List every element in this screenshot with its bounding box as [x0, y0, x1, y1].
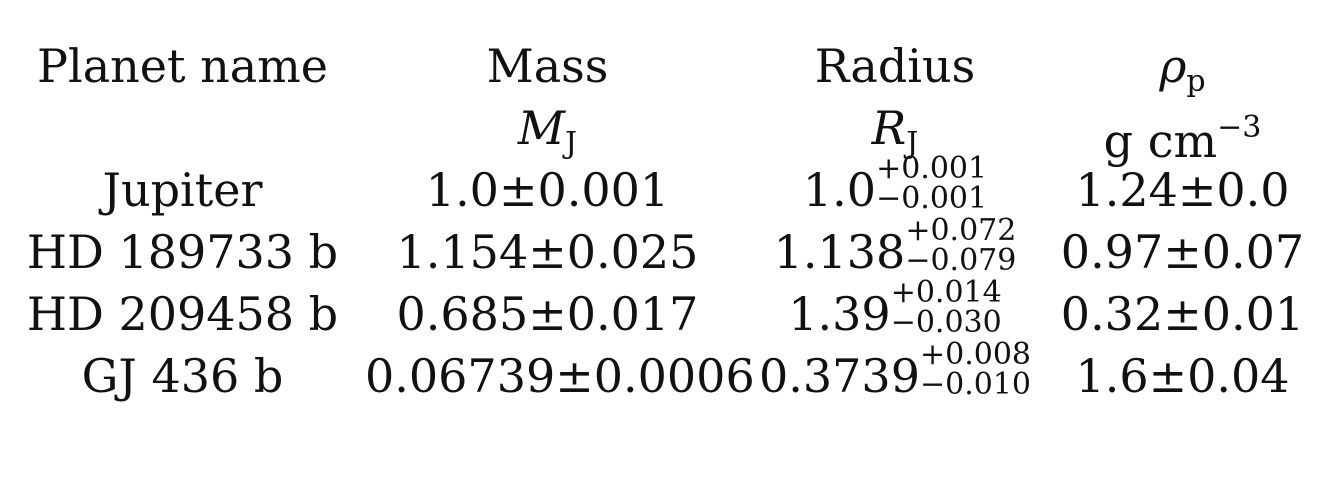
radius-value: 0.3739	[759, 349, 920, 403]
radius-minus-error: −0.030	[890, 305, 1002, 340]
header-planet-name: Planet name	[37, 39, 328, 93]
radius-plus-error: +0.072	[905, 213, 1017, 248]
density-subscript: p	[1186, 64, 1206, 99]
radius-value: 1.138	[773, 225, 906, 279]
unit-density-exponent: −3	[1217, 110, 1262, 145]
table-row: Jupiter 1.0±0.001 1.0 +0.001 −0.001 1.24±0…	[0, 154, 1341, 220]
planet-name: GJ 436 b	[81, 349, 284, 403]
header-mass: Mass	[486, 39, 609, 93]
planet-density: 0.97±0.07	[1060, 225, 1305, 279]
planet-mass: 0.06739±0.0006	[365, 349, 755, 403]
unit-radius-symbol: R	[871, 101, 907, 155]
radius-errors: +0.014 −0.030	[891, 278, 1002, 338]
density-symbol: ρ	[1159, 39, 1187, 93]
planet-density: 1.6±0.04	[1075, 349, 1290, 403]
radius-minus-error: −0.079	[905, 243, 1017, 278]
radius-errors: +0.008 −0.010	[920, 340, 1031, 400]
unit-mass-subscript: J	[565, 126, 578, 161]
planet-radius: 1.138 +0.072 −0.079	[750, 216, 1040, 282]
radius-errors: +0.072 −0.079	[905, 216, 1016, 276]
unit-mass: MJ	[365, 98, 730, 161]
planet-name: Jupiter	[102, 163, 263, 217]
planet-mass: 1.154±0.025	[396, 225, 699, 279]
planet-radius: 0.3739 +0.008 −0.010	[750, 340, 1040, 406]
radius-value: 1.39	[788, 287, 891, 341]
unit-density: g cm−3	[1055, 98, 1310, 168]
table-row: HD 209458 b 0.685±0.017 1.39 +0.014 −0.030…	[0, 278, 1341, 344]
radius-minus-error: −0.010	[919, 367, 1031, 402]
planet-radius: 1.39 +0.014 −0.030	[750, 278, 1040, 344]
table-row: GJ 436 b 0.06739±0.0006 0.3739 +0.008 −0.0…	[0, 340, 1341, 406]
planet-density: 0.32±0.01	[1060, 287, 1305, 341]
radius-plus-error: +0.001	[876, 151, 988, 186]
radius-plus-error: +0.008	[919, 337, 1031, 372]
planet-mass: 0.685±0.017	[396, 287, 699, 341]
table-row: HD 189733 b 1.154±0.025 1.138 +0.072 −0.07…	[0, 216, 1341, 282]
planet-name: HD 189733 b	[26, 225, 339, 279]
header-radius: Radius	[814, 39, 976, 93]
table-header-row: Planet name Mass Radius ρp	[0, 36, 1341, 99]
unit-radius-subscript: J	[906, 126, 919, 161]
table-units-row: MJ RJ g cm−3	[0, 98, 1341, 168]
unit-mass-symbol: M	[517, 101, 566, 155]
radius-minus-error: −0.001	[876, 181, 988, 216]
radius-value: 1.0	[802, 163, 877, 217]
header-density: ρp	[1055, 36, 1310, 99]
planet-density: 1.24±0.0	[1075, 163, 1290, 217]
unit-radius: RJ	[750, 98, 1040, 161]
radius-plus-error: +0.014	[890, 275, 1002, 310]
planet-mass: 1.0±0.001	[425, 163, 670, 217]
unit-density-base: g cm	[1103, 114, 1218, 168]
planet-name: HD 209458 b	[26, 287, 339, 341]
planet-radius: 1.0 +0.001 −0.001	[750, 154, 1040, 220]
radius-errors: +0.001 −0.001	[876, 154, 987, 214]
